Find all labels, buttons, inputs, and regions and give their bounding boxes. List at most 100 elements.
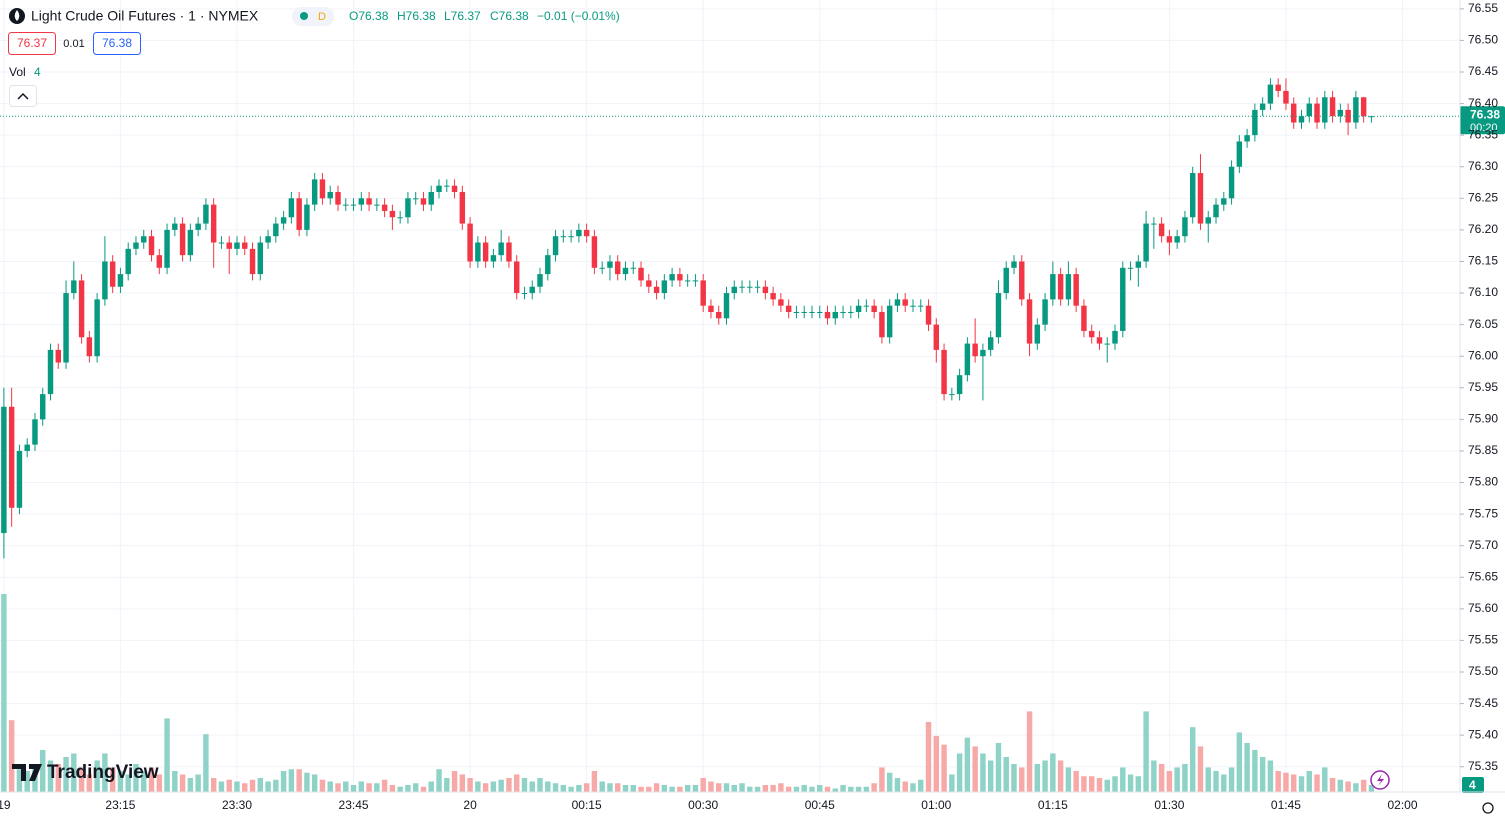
ask: 76.38 [102,36,132,50]
volume-bar [1345,781,1351,792]
volume-bar [1252,749,1258,792]
collapse-icon [17,92,29,100]
settings-button[interactable] [1482,802,1494,814]
volume-bar [288,769,295,792]
y-tick-label: 75.65 [1468,569,1498,583]
volume-bar [1050,753,1056,792]
candle-body [817,312,823,313]
candle-body [172,223,178,230]
volume-bar [1158,763,1165,792]
volume-bar [350,784,357,792]
volume-bar [1166,770,1173,792]
volume-bar [1026,711,1033,792]
candle-body [218,242,225,244]
candle-body [622,267,629,275]
candle-body [848,312,854,313]
volume-bar [412,783,419,792]
y-tick-label: 76.10 [1468,285,1498,299]
candle-body [467,223,473,262]
candle-body [1065,274,1072,300]
volume-bar [692,784,699,792]
candle-body [793,312,800,313]
candle-body [646,280,652,287]
volume-bar [86,774,93,792]
volume-bar [273,779,279,792]
volume-bar [785,786,792,792]
volume-bar [995,742,1002,792]
volume-bar [1275,770,1281,792]
candle-body [249,248,256,275]
candle-body [141,236,147,243]
candle-body [723,293,730,319]
candle-body [1291,103,1297,123]
candle-body [498,242,504,256]
volume-bar [1135,776,1142,792]
candle-body [560,236,567,238]
candle-body [1127,267,1134,269]
x-tick-label: 19 [0,798,11,812]
candle-body [1050,274,1056,300]
volume-bar [1065,767,1072,792]
candle-body [420,198,427,205]
x-tick-label: 01:15 [1038,798,1068,812]
candle-body [933,324,940,350]
volume-bar [708,781,714,792]
volume-bar [257,777,264,792]
volume-bar [591,770,598,792]
candle-body [1236,141,1243,167]
volume-bar [1353,783,1359,792]
candle-body [8,406,15,508]
volume-bar [156,774,163,792]
volume-bar [638,786,644,792]
volume-bar [172,770,178,792]
y-tick-label: 75.35 [1468,759,1498,773]
candle-body [265,236,271,243]
candle-body [778,299,784,306]
volume-bar [1073,770,1079,792]
volume-bar [490,781,497,792]
volume-bar [1088,776,1095,792]
volume-bar [218,781,225,792]
candle-body [412,198,419,200]
volume-bar [1182,763,1188,792]
grid [0,0,1460,792]
collapse-button[interactable] [9,85,37,107]
candle-body [855,305,862,312]
candle-body [381,204,388,211]
bid-box[interactable] [8,32,56,55]
candle-body [638,267,644,281]
volume-bar [910,783,916,792]
candle-body [1329,97,1336,117]
volume-bar [894,777,901,792]
interval-badge[interactable]: D [318,11,326,23]
volume-bar [389,784,396,792]
volume-bar [428,781,434,792]
volume-bar [1197,746,1204,792]
volume-bar [770,784,776,792]
candle-body [195,223,201,230]
candle-body [552,236,559,256]
candle-body [661,280,668,294]
volume-bar [1081,776,1087,792]
candle-body [731,286,737,294]
candle-body [475,242,481,262]
candle-body [1096,337,1103,344]
spread: 0.01 [63,38,84,50]
candle-body [156,255,163,268]
candle-body [1244,135,1250,142]
candle-body [187,229,194,256]
candle-body [910,305,916,307]
last-price-label: 76.38 [1470,107,1500,121]
volume-bar [506,777,512,792]
volume-bar [1368,784,1375,792]
volume-bar [1011,763,1017,792]
volume-bar [723,783,730,792]
ask-box[interactable] [93,32,141,55]
volume-bar [669,786,675,792]
volume-bar [793,786,800,792]
volume-bar [1283,772,1289,792]
y-tick-label: 75.80 [1468,475,1498,489]
candle-body [1135,261,1142,268]
x-tick-label: 23:15 [105,798,135,812]
symbol-title[interactable]: Light Crude Oil Futures · 1 · NYMEX [31,8,259,24]
